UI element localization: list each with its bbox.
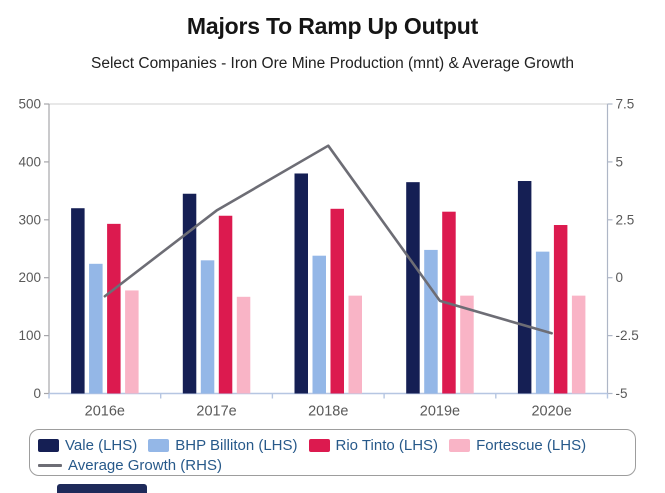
legend-entry: BHP Billiton (LHS) (148, 436, 298, 454)
bar (71, 208, 85, 394)
left-axis-tick-label: 400 (18, 154, 41, 169)
bar (330, 208, 344, 394)
bar (89, 263, 103, 394)
bar (294, 173, 308, 394)
bar (312, 255, 326, 394)
right-axis-tick-label: 5 (616, 154, 624, 169)
bar (571, 295, 586, 394)
legend-color-swatch (449, 438, 471, 452)
legend-label: Fortescue (LHS) (476, 436, 587, 454)
right-axis-tick-label: 7.5 (616, 97, 635, 112)
chart-canvas: 0 100 200 300 400 500 -5 -2.5 0 2.5 5 7.5 2016e 2017e… (18, 97, 639, 420)
legend-color-swatch (308, 438, 330, 452)
chart-title: Majors To Ramp Up Output (186, 13, 479, 39)
left-axis-tick-label: 100 (18, 328, 41, 343)
left-axis-tick-label: 0 (33, 386, 41, 401)
category-label: 2017e (196, 404, 236, 420)
right-axis-tick-label: -5 (616, 386, 628, 401)
legend-row-bars: Vale (LHS) BHP Billiton (LHS) Rio Tinto (L… (38, 435, 635, 455)
bar (424, 249, 438, 394)
bar (182, 193, 197, 394)
legend-label: Rio Tinto (LHS) (335, 436, 439, 454)
legend-label: Average Growth (RHS) (68, 456, 222, 474)
bar (218, 215, 233, 394)
legend-entry: Fortescue (LHS) (449, 437, 586, 454)
category-label: 2016e (85, 404, 125, 420)
legend-entry: Rio Tinto (LHS) (308, 436, 439, 454)
bar (200, 260, 215, 394)
left-axis-tick-label: 300 (18, 212, 41, 227)
bar (107, 223, 121, 394)
bar (553, 225, 568, 394)
bar (406, 182, 420, 394)
chart-legend: Vale (LHS) BHP Billiton (LHS) Rio Tinto (L… (29, 429, 636, 476)
right-axis-tick-label: 0 (616, 270, 624, 285)
category-label: 2018e (308, 404, 348, 420)
legend-entry: Average Growth (RHS) (38, 457, 222, 474)
partial-navy-element (57, 484, 147, 493)
legend-color-swatch (38, 438, 59, 452)
legend-color-swatch (148, 438, 170, 452)
average-growth-line (103, 144, 553, 335)
bar (460, 295, 474, 394)
right-axis-tick-label: -2.5 (616, 328, 639, 343)
bar (517, 181, 532, 394)
legend-line-swatch (38, 463, 62, 467)
left-axis-tick-label: 200 (18, 270, 41, 285)
legend-label: BHP Billiton (LHS) (175, 436, 298, 454)
bar (348, 295, 362, 394)
category-label: 2020e (531, 404, 571, 420)
category-label: 2019e (420, 404, 460, 420)
left-axis-tick-label: 500 (18, 97, 41, 112)
bar (125, 290, 139, 394)
legend-entry: Vale (LHS) (38, 437, 137, 454)
legend-label: Vale (LHS) (65, 436, 138, 454)
right-axis-tick-label: 2.5 (616, 212, 635, 227)
legend-row-line: Average Growth (RHS) (38, 455, 635, 475)
bar (535, 251, 550, 394)
bar (236, 296, 251, 394)
chart-subtitle: Select Companies - Iron Ore Mine Product… (90, 55, 574, 72)
